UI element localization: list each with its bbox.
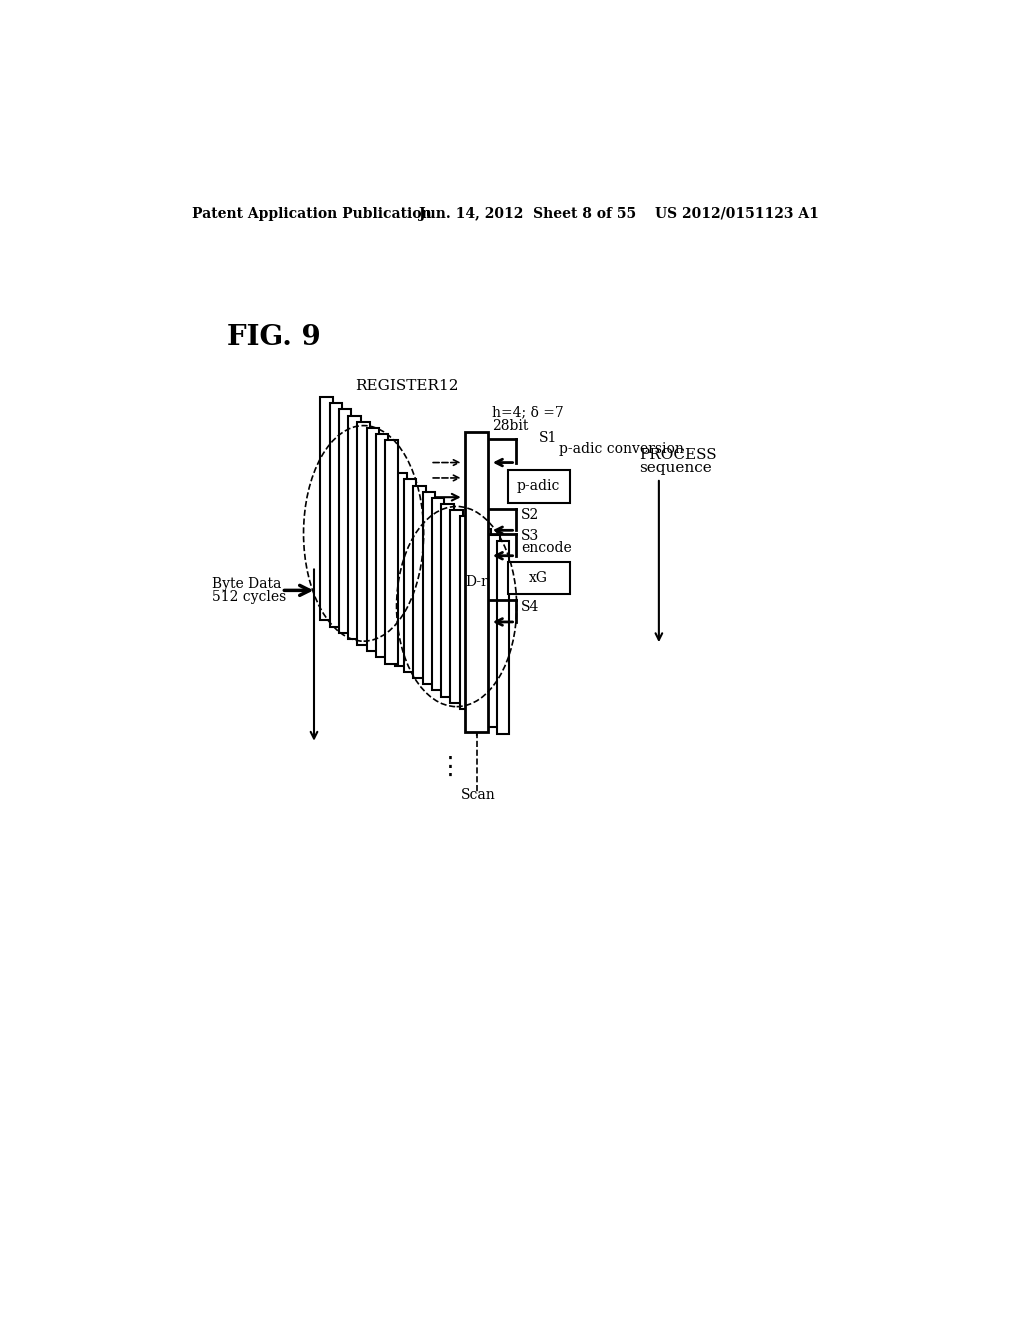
Text: p-adic conversion: p-adic conversion [559,442,684,457]
Bar [394,474,407,665]
Text: encode: encode [521,541,571,554]
Text: S2: S2 [521,508,540,521]
Text: 28bit: 28bit [493,420,528,433]
Bar [367,428,379,651]
Bar [385,441,397,664]
Bar [487,535,500,727]
Bar [469,523,481,715]
Bar [357,422,370,645]
Text: ⋮: ⋮ [438,755,463,779]
Text: sequence: sequence [640,461,713,475]
Text: Scan: Scan [461,788,496,803]
Text: PROCESS: PROCESS [640,447,717,462]
Text: xG: xG [529,572,548,585]
Bar [414,486,426,678]
Bar [460,516,472,709]
Text: S4: S4 [521,599,540,614]
Text: REGISTER12: REGISTER12 [355,379,459,392]
Text: S3: S3 [521,529,540,544]
Text: Jun. 14, 2012  Sheet 8 of 55: Jun. 14, 2012 Sheet 8 of 55 [419,207,636,220]
Bar [330,404,342,627]
Bar [451,511,463,702]
Text: S1: S1 [539,430,557,445]
Bar [441,504,454,697]
Bar [432,498,444,690]
Bar [497,541,509,734]
Text: p-adic: p-adic [517,479,560,494]
Bar [339,409,351,632]
Text: US 2012/0151123 A1: US 2012/0151123 A1 [655,207,819,220]
Bar [403,479,417,672]
Bar [478,529,490,721]
Bar [376,434,388,657]
Bar [508,470,569,503]
Text: Patent Application Publication: Patent Application Publication [191,207,431,220]
Bar [465,432,488,733]
Text: 7cycle: 7cycle [332,573,377,586]
Text: FIG. 9: FIG. 9 [227,325,321,351]
Bar [508,562,569,594]
Text: h=4; δ =7: h=4; δ =7 [493,405,564,420]
Text: Byte Data: Byte Data [212,577,281,591]
Text: 512 cycles: 512 cycles [212,590,286,605]
Bar [321,397,333,620]
Text: D-r: D-r [465,576,488,589]
Bar [423,492,435,684]
Bar [348,416,360,639]
